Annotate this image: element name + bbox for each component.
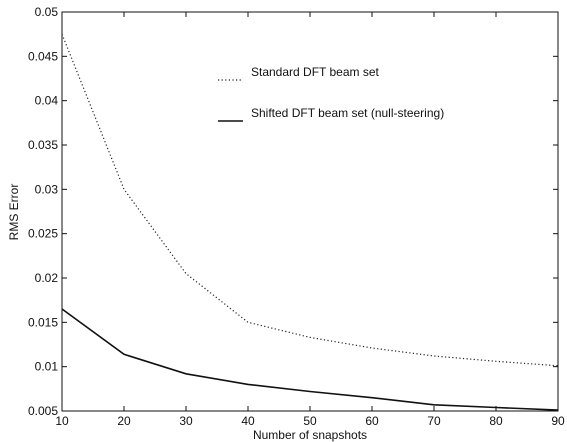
y-tick-label: 0.03 [35, 182, 59, 196]
series-lines [61, 33, 559, 411]
y-tick-label: 0.05 [35, 5, 59, 19]
x-tick-label: 90 [551, 414, 565, 428]
x-tick-label: 30 [179, 414, 193, 428]
legend-label-2: Shifted DFT beam set (null-steering) [251, 106, 444, 120]
tick-labels: 10 20 30 40 50 60 70 80 90 0.005 0.01 0.015 0.02 0.02… [28, 5, 565, 428]
y-tick-label: 0.01 [35, 360, 59, 374]
y-tick-label: 0.02 [35, 271, 59, 285]
x-tick-label: 80 [489, 414, 503, 428]
legend: Standard DFT beam set Shifted DFT beam se… [218, 65, 444, 122]
legend-label-1: Standard DFT beam set [251, 65, 380, 79]
x-tick-label: 70 [427, 414, 441, 428]
y-tick-label: 0.015 [28, 315, 58, 329]
axis-ticks [61, 11, 559, 412]
x-tick-label: 40 [241, 414, 255, 428]
series-line-2 [61, 308, 559, 411]
plot-area [61, 11, 559, 412]
y-tick-label: 0.04 [35, 94, 59, 108]
y-tick-label: 0.045 [28, 49, 58, 63]
y-axis-label: RMS Error [7, 184, 21, 241]
x-tick-label: 50 [303, 414, 317, 428]
x-tick-label: 20 [117, 414, 131, 428]
x-axis-label: Number of snapshots [253, 428, 367, 442]
y-tick-label: 0.005 [28, 404, 58, 418]
y-tick-label: 0.035 [28, 138, 58, 152]
x-tick-label: 60 [365, 414, 379, 428]
x-tick-label: 10 [55, 414, 69, 428]
y-tick-label: 0.025 [28, 227, 58, 241]
series-line-1 [61, 33, 559, 367]
